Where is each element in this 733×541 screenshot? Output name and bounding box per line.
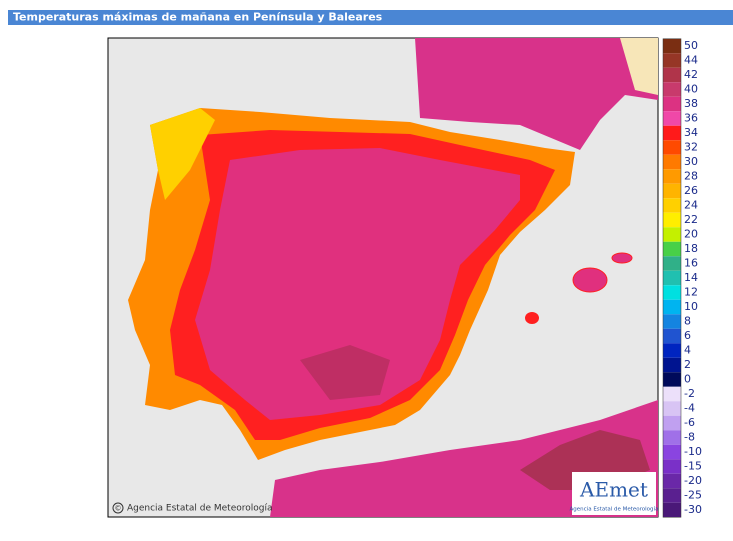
copyright-circle <box>112 502 124 514</box>
legend-label: -20 <box>684 474 702 487</box>
iberia-interior <box>195 148 520 420</box>
legend-swatch <box>663 415 681 431</box>
logo-subtitle: Agencia Estatal de Meteorología <box>570 506 659 513</box>
legend-frame <box>662 38 682 518</box>
legend-label: 20 <box>684 228 698 241</box>
map: © Agencia Estatal de Meteorología AEmet … <box>107 37 659 518</box>
legend-label: -10 <box>684 445 702 458</box>
legend-label: 22 <box>684 213 698 226</box>
title: Temperaturas máximas de mañana en Peníns… <box>13 11 383 24</box>
legend-swatch <box>663 256 681 271</box>
legend: 5044424038363432302826242220181614121086… <box>662 38 702 518</box>
legend-swatch <box>663 67 681 83</box>
legend-swatch <box>663 270 681 286</box>
legend-swatch <box>663 459 681 474</box>
legend-swatch <box>663 53 681 68</box>
legend-swatch <box>663 473 681 489</box>
legend-label: 36 <box>684 112 698 125</box>
legend-swatch <box>663 343 681 358</box>
legend-label: 26 <box>684 184 698 197</box>
legend-swatch <box>663 38 681 54</box>
logo-box <box>572 472 656 515</box>
legend-label: 14 <box>684 271 698 284</box>
legend-label: 32 <box>684 141 698 154</box>
legend-label: 40 <box>684 83 698 96</box>
legend-swatch <box>663 227 681 242</box>
legend-swatch <box>663 125 681 141</box>
legend-label: 38 <box>684 97 698 110</box>
menorca <box>611 252 633 264</box>
legend-label: 18 <box>684 242 698 255</box>
legend-swatch <box>663 169 681 184</box>
legend-label: -8 <box>684 431 695 444</box>
legend-label: 12 <box>684 286 698 299</box>
ibiza <box>525 312 539 324</box>
france <box>415 38 658 150</box>
legend-swatch <box>663 314 681 329</box>
legend-label: 0 <box>684 373 691 386</box>
legend-swatch <box>663 285 681 300</box>
legend-swatch <box>663 96 681 112</box>
legend-label: 2 <box>684 358 691 371</box>
legend-label: -4 <box>684 402 695 415</box>
legend-label: 44 <box>684 54 698 67</box>
legend-swatch <box>663 372 681 387</box>
legend-label: 34 <box>684 126 698 139</box>
legend-label: 10 <box>684 300 698 313</box>
legend-label: 8 <box>684 315 691 328</box>
legend-swatch <box>663 502 681 518</box>
legend-label: -15 <box>684 460 702 473</box>
copyright-symbol: © <box>115 505 122 513</box>
legend-label: 50 <box>684 39 698 52</box>
copyright: Agencia Estatal de Meteorología <box>127 504 273 514</box>
legend-label: 42 <box>684 68 698 81</box>
legend-swatch <box>663 154 681 170</box>
legend-label: 24 <box>684 199 698 212</box>
legend-swatch <box>663 401 681 416</box>
france-north <box>620 38 658 95</box>
mallorca <box>572 267 608 293</box>
title-bar <box>8 10 733 25</box>
iberia-hot <box>300 345 390 400</box>
legend-swatch <box>663 299 681 315</box>
legend-label: -25 <box>684 489 702 502</box>
legend-swatch <box>663 357 681 373</box>
legend-swatch <box>663 111 681 126</box>
legend-label: 30 <box>684 155 698 168</box>
legend-swatch <box>663 82 681 97</box>
legend-swatch <box>663 328 681 344</box>
legend-label: -6 <box>684 416 695 429</box>
legend-label: 16 <box>684 257 698 270</box>
legend-label: -30 <box>684 503 702 516</box>
legend-swatch <box>663 198 681 213</box>
legend-swatch <box>663 183 681 199</box>
legend-label: 28 <box>684 170 698 183</box>
legend-swatch <box>663 430 681 445</box>
galicia <box>150 108 215 200</box>
legend-swatch <box>663 488 681 503</box>
legend-swatch <box>663 444 681 460</box>
logo: AEmet <box>579 478 648 502</box>
legend-swatch <box>663 212 681 228</box>
legend-label: 6 <box>684 329 691 342</box>
legend-label: 4 <box>684 344 691 357</box>
legend-label: -2 <box>684 387 695 400</box>
legend-swatch <box>663 140 681 155</box>
legend-swatch <box>663 241 681 257</box>
legend-swatch <box>663 386 681 402</box>
